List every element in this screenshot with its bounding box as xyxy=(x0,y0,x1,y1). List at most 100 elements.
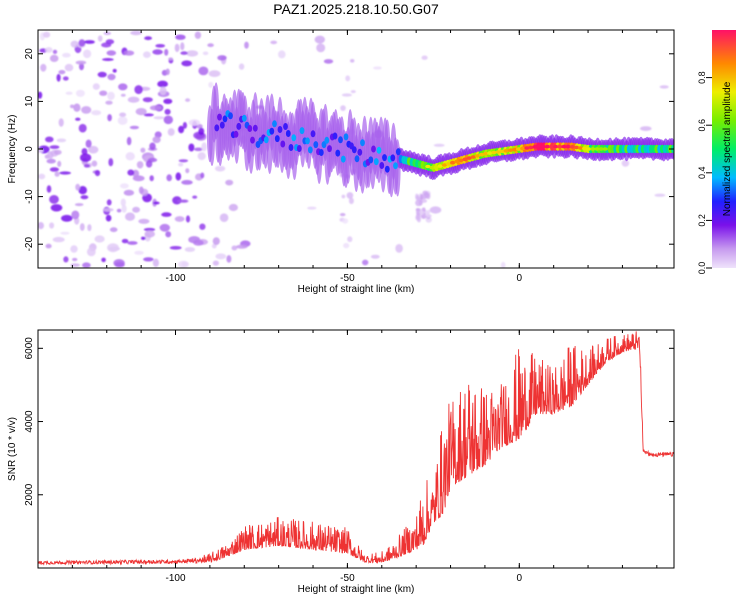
heatmap-cell xyxy=(314,35,325,44)
heatmap-cell xyxy=(127,96,140,103)
y-tick-label: 6000 xyxy=(24,337,35,360)
heatmap-cell xyxy=(80,153,92,162)
heatmap-cell xyxy=(200,172,205,179)
heatmap-cell xyxy=(586,147,592,151)
heatmap-cell xyxy=(127,169,135,176)
heatmap-cell xyxy=(47,151,54,159)
heatmap-cell xyxy=(236,122,242,130)
heatmap-cell xyxy=(107,114,112,122)
heatmap-cell xyxy=(79,223,85,231)
heatmap-cell xyxy=(219,213,229,222)
heatmap-cell xyxy=(343,242,350,249)
heatmap-cell xyxy=(64,63,74,72)
heatmap-cell xyxy=(186,50,199,57)
heatmap-cell xyxy=(202,51,209,56)
heatmap-cell xyxy=(360,139,365,147)
heatmap-cell xyxy=(450,160,456,165)
heatmap-cell xyxy=(285,130,291,137)
heatmap-cell xyxy=(565,144,571,149)
heatmap-cell xyxy=(500,261,506,268)
heatmap-cell xyxy=(70,104,75,109)
heatmap-cell xyxy=(351,146,357,154)
heatmap-cell xyxy=(54,171,60,177)
heatmap-cell xyxy=(102,208,114,212)
heatmap-cell xyxy=(342,218,349,224)
heatmap-cell xyxy=(143,113,154,117)
heatmap-cell xyxy=(120,183,129,189)
heatmap-cell xyxy=(594,147,600,151)
heatmap-cell xyxy=(598,147,604,151)
heatmap-ylabel: Frequency (Hz) xyxy=(7,115,18,184)
heatmap-cell xyxy=(75,183,81,191)
heatmap-cell xyxy=(163,115,173,125)
heatmap-cell xyxy=(270,40,278,45)
heatmap-cell xyxy=(429,165,435,170)
heatmap-cell xyxy=(197,152,206,161)
heatmap-cell xyxy=(80,195,89,200)
heatmap-cell xyxy=(362,259,369,266)
heatmap-cell xyxy=(143,227,156,232)
heatmap-cell xyxy=(422,192,430,199)
heatmap-cell xyxy=(144,36,153,41)
y-tick-label: 20 xyxy=(24,48,35,60)
heatmap-cell xyxy=(194,147,203,152)
heatmap-cell xyxy=(310,130,316,138)
heatmap-cell xyxy=(153,201,160,205)
heatmap-cell xyxy=(573,145,580,150)
heatmap-cell xyxy=(280,140,286,148)
heatmap-cell xyxy=(72,257,78,262)
heatmap-cell xyxy=(120,93,126,97)
heatmap-cell xyxy=(222,115,228,123)
heatmap-cell xyxy=(602,147,608,151)
heatmap-cell xyxy=(99,90,108,96)
heatmap-cell xyxy=(169,246,182,250)
heatmap-cell xyxy=(71,210,80,220)
heatmap-cell xyxy=(307,206,317,210)
heatmap-cell xyxy=(225,179,234,186)
heatmap-cell xyxy=(395,148,401,156)
heatmap-cell xyxy=(49,167,60,172)
colorbar-tick-label: 0.2 xyxy=(697,214,707,227)
heatmap-cell xyxy=(250,136,255,144)
heatmap-cell xyxy=(188,143,195,152)
heatmap-cell xyxy=(441,163,447,167)
heatmap-cell xyxy=(107,91,115,101)
heatmap-cell xyxy=(470,155,476,159)
heatmap-cell xyxy=(214,165,226,172)
heatmap-cell xyxy=(272,120,277,128)
heatmap-cell xyxy=(105,100,113,105)
heatmap-cell xyxy=(278,50,286,59)
heatmap-cell xyxy=(426,214,432,218)
heatmap-cell xyxy=(577,146,584,150)
heatmap-cell xyxy=(78,186,87,195)
heatmap-cell xyxy=(49,195,59,204)
colorbar-tick-label: 0.8 xyxy=(697,71,707,84)
heatmap-cell xyxy=(165,68,170,76)
x-tick-label: -100 xyxy=(166,273,186,284)
heatmap-cell xyxy=(233,130,239,138)
heatmap-cell xyxy=(371,145,376,153)
colorbar-label: Normalized spectral amplitude xyxy=(722,81,733,216)
heatmap-cell xyxy=(433,165,439,170)
heatmap-cell xyxy=(106,199,112,206)
heatmap-cell xyxy=(38,91,43,99)
heatmap-cell xyxy=(557,144,563,149)
x-tick-label: 0 xyxy=(517,573,523,584)
colorbar-tick-label: 0.6 xyxy=(697,119,707,132)
heatmap-cell xyxy=(177,199,188,203)
heatmap-cell xyxy=(107,73,116,81)
heatmap-cell xyxy=(354,155,360,163)
snr-frame xyxy=(37,329,675,569)
heatmap-cell xyxy=(91,110,102,116)
heatmap-cell xyxy=(119,112,127,117)
heatmap-cell xyxy=(590,147,596,151)
heatmap-cell xyxy=(134,250,144,255)
heatmap-cell xyxy=(532,145,538,149)
y-tick-label: 4000 xyxy=(24,410,35,433)
heatmap-cell xyxy=(466,156,472,160)
heatmap-cell xyxy=(238,63,245,70)
y-tick-label: 0 xyxy=(24,146,35,152)
heatmap-cell xyxy=(182,122,187,129)
heatmap-cell xyxy=(143,51,151,58)
heatmap-cell xyxy=(65,91,73,95)
